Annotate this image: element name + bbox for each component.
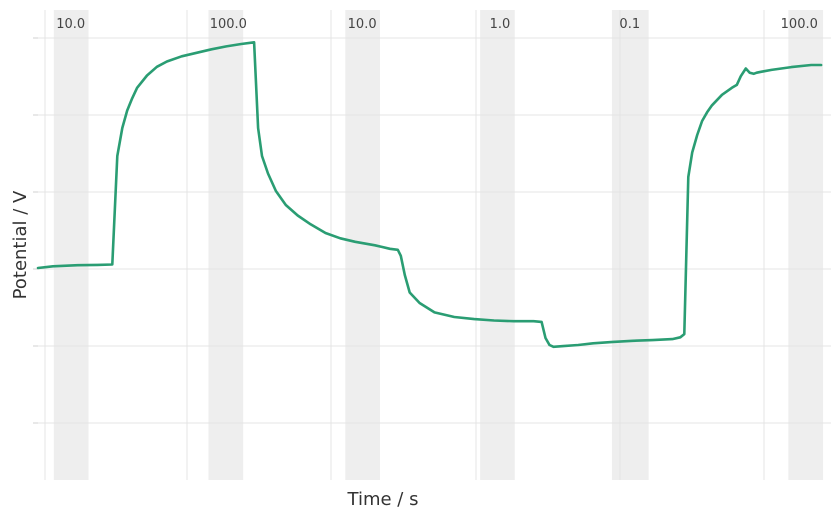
series-line-0: [36, 40, 823, 349]
step-label-4: 0.1: [619, 17, 640, 32]
shaded-band-3: [480, 10, 515, 480]
step-label-0: 10.0: [56, 17, 85, 32]
shaded-band-4: [611, 10, 649, 480]
shaded-bands: [53, 10, 824, 480]
gridlines: [33, 10, 831, 480]
step-label-5: 100.0: [781, 17, 818, 32]
step-labels: 10.0 100.0 10.0 1.0 0.1 100.0: [56, 17, 818, 32]
x-axis-label: Time / s: [347, 489, 419, 510]
step-label-2: 10.0: [348, 17, 377, 32]
shaded-band-0: [53, 10, 89, 480]
series-group: [36, 40, 823, 349]
y-axis-label: Potential / V: [10, 190, 31, 299]
shaded-band-1: [208, 10, 244, 480]
step-label-1: 100.0: [210, 17, 247, 32]
shaded-band-5: [788, 10, 824, 480]
step-label-3: 1.0: [490, 17, 511, 32]
